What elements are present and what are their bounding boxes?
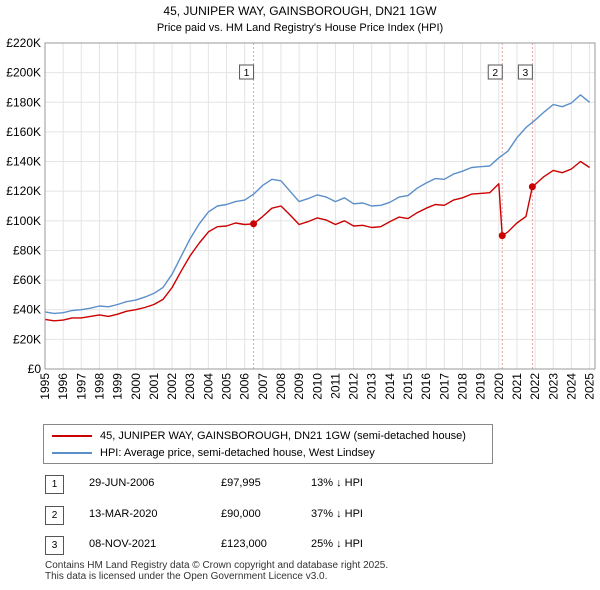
legend-item-hpi: HPI: Average price, semi-detached house,… (52, 445, 375, 461)
transaction-date: 13-MAR-2020 (89, 508, 158, 520)
x-tick-label: 2006 (238, 373, 252, 400)
transaction-number: 1 (45, 475, 64, 494)
legend-swatch-hpi (52, 452, 92, 454)
footer-line2: This data is licensed under the Open Gov… (45, 571, 328, 582)
x-tick-label: 2022 (528, 373, 542, 400)
x-tick-label: 1995 (38, 373, 52, 400)
sale-marker-label: 2 (492, 68, 498, 79)
legend-item-property: 45, JUNIPER WAY, GAINSBOROUGH, DN21 1GW … (52, 428, 466, 444)
legend-swatch-property (52, 435, 92, 437)
y-tick-label: £20K (13, 332, 41, 346)
transaction-price: £90,000 (221, 508, 261, 520)
transaction-date: 08-NOV-2021 (89, 538, 157, 550)
sale-marker-label: 1 (244, 68, 250, 79)
x-tick-label: 2019 (474, 373, 488, 400)
transaction-price: £123,000 (221, 538, 267, 550)
x-tick-label: 2005 (220, 373, 234, 400)
price-chart: 45, JUNIPER WAY, GAINSBOROUGH, DN21 1GW … (6, 4, 597, 400)
plot-frame (44, 42, 596, 370)
sale-marker-box (487, 64, 503, 80)
transaction-number: 2 (45, 506, 64, 525)
legend-label-hpi: HPI: Average price, semi-detached house,… (100, 447, 375, 459)
x-tick-label: 2014 (383, 373, 397, 400)
x-tick-label: 2004 (201, 373, 215, 400)
x-tick-label: 1999 (111, 373, 125, 400)
x-tick-label: 2025 (583, 373, 597, 400)
transaction-hpi-diff: 13% ↓ HPI (311, 477, 363, 489)
y-tick-label: £0 (28, 362, 42, 376)
sale-marker-box (517, 64, 533, 80)
transaction-row: 3 08-NOV-2021 £123,000 25% ↓ HPI (45, 536, 445, 555)
x-tick-label: 2018 (455, 373, 469, 400)
y-tick-label: £40K (13, 303, 41, 317)
hpi-series-line (44, 94, 591, 315)
y-tick-label: £180K (6, 95, 41, 109)
x-tick-label: 2021 (510, 373, 524, 400)
chart-legend: 45, JUNIPER WAY, GAINSBOROUGH, DN21 1GW … (43, 424, 493, 464)
x-tick-label: 2010 (310, 373, 324, 400)
x-tick-label: 2011 (328, 373, 342, 399)
transaction-price: £97,995 (221, 477, 261, 489)
sale-marker-label: 3 (523, 68, 529, 79)
x-tick-label: 1998 (92, 373, 106, 400)
x-tick-label: 2016 (419, 373, 433, 400)
sale-point (528, 183, 536, 191)
footer-line1: Contains HM Land Registry data © Crown c… (45, 560, 389, 571)
transaction-hpi-diff: 25% ↓ HPI (311, 538, 363, 550)
transaction-hpi-diff: 37% ↓ HPI (311, 508, 363, 520)
x-tick-label: 2000 (129, 373, 143, 400)
y-tick-label: £220K (6, 36, 41, 50)
x-tick-label: 2009 (292, 373, 306, 400)
y-tick-label: £160K (6, 125, 41, 139)
x-tick-label: 2001 (147, 373, 161, 400)
footer-attribution: Contains HM Land Registry data © Crown c… (45, 560, 388, 582)
x-tick-label: 2007 (256, 373, 270, 400)
y-tick-label: £60K (13, 273, 41, 287)
x-tick-label: 2017 (437, 373, 451, 400)
legend-label-property: 45, JUNIPER WAY, GAINSBOROUGH, DN21 1GW … (100, 430, 466, 442)
x-tick-label: 2015 (401, 373, 415, 400)
y-tick-label: £120K (6, 184, 41, 198)
x-tick-label: 2023 (546, 373, 560, 400)
y-tick-label: £80K (13, 243, 41, 257)
transaction-number: 3 (45, 536, 64, 555)
chart-title-line2: Price paid vs. HM Land Registry's House … (157, 22, 443, 34)
x-tick-label: 2012 (347, 373, 361, 400)
transaction-date: 29-JUN-2006 (89, 477, 155, 489)
sale-point (250, 220, 258, 228)
x-tick-label: 2024 (564, 373, 578, 400)
y-tick-label: £200K (6, 66, 41, 80)
x-tick-label: 2013 (365, 373, 379, 400)
plot-area (45, 43, 595, 369)
sale-point (498, 232, 506, 240)
x-tick-label: 2003 (183, 373, 197, 400)
x-tick-label: 2008 (274, 373, 288, 400)
property-series-line (44, 160, 590, 322)
y-tick-label: £140K (6, 155, 41, 169)
transaction-row: 1 29-JUN-2006 £97,995 13% ↓ HPI (45, 475, 445, 494)
chart-title-line1: 45, JUNIPER WAY, GAINSBOROUGH, DN21 1GW (163, 4, 437, 18)
y-tick-label: £100K (6, 214, 41, 228)
x-tick-label: 1996 (56, 373, 70, 400)
x-tick-label: 2020 (492, 373, 506, 400)
transaction-row: 2 13-MAR-2020 £90,000 37% ↓ HPI (45, 506, 445, 525)
x-tick-label: 2002 (165, 373, 179, 400)
sale-marker-box (239, 64, 255, 80)
x-tick-label: 1997 (74, 373, 88, 400)
